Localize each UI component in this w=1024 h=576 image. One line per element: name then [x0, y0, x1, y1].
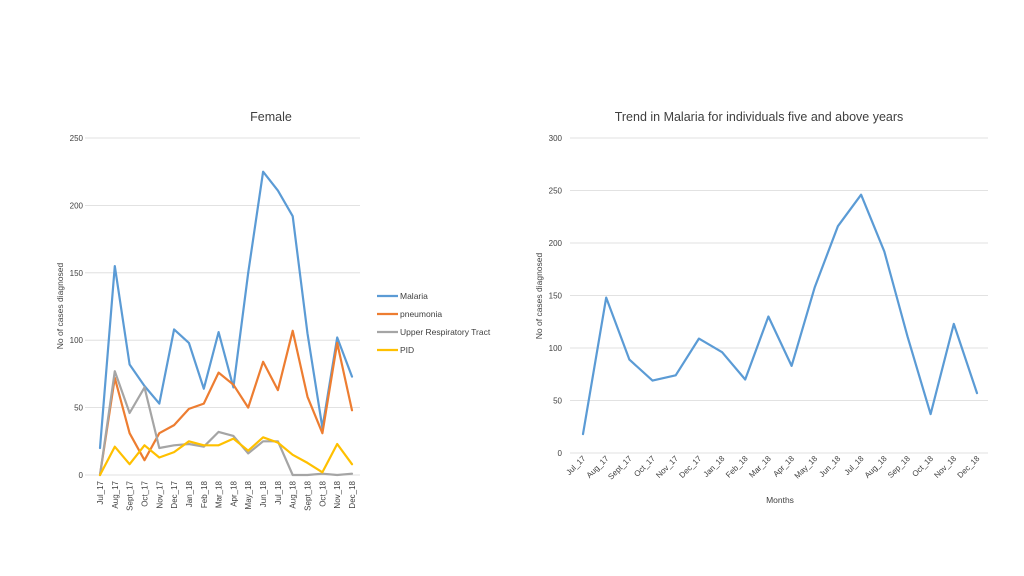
malaria-trend-y-tick-label: 300 [549, 134, 563, 143]
female-x-tick-label: Aug_17 [111, 480, 120, 508]
female-x-tick-label: Mar_18 [215, 480, 224, 508]
female-chart-series [98, 170, 354, 477]
malaria-trend-x-tick-label: Nov_18 [932, 454, 958, 480]
female-series-malaria-line [98, 170, 354, 450]
malaria-trend-chart-y-ticks: 0 50 100 150 200 250 300 [549, 134, 563, 458]
female-series-upper-respiratory-tract-line [98, 370, 354, 477]
female-y-tick-label: 0 [79, 471, 84, 480]
malaria-trend-y-tick-label: 200 [549, 239, 563, 248]
malaria-trend-x-tick-label: May_18 [793, 454, 820, 481]
female-x-tick-label: Jan_18 [185, 480, 194, 507]
female-y-tick-label: 50 [74, 404, 83, 413]
female-x-tick-label: Dec_17 [170, 480, 179, 508]
malaria-trend-x-tick-label: Dec_17 [677, 454, 703, 480]
legend-label-upper-respiratory-tract: Upper Respiratory Tract [400, 327, 491, 337]
malaria-trend-chart-series [581, 193, 979, 436]
malaria-trend-x-tick-label: Jun_18 [817, 454, 842, 479]
malaria-trend-y-tick-label: 100 [549, 344, 563, 353]
malaria-trend-x-tick-label: Aug_18 [863, 454, 889, 480]
female-x-tick-label: Jul_18 [274, 480, 283, 504]
female-chart-x-ticks: Jul_17 Aug_17 Sept_17 Oct_17 Nov_17 Dec_17 Jan… [96, 480, 357, 510]
female-x-tick-label: Jul_17 [96, 480, 105, 504]
malaria-trend-series-malaria-line [581, 193, 979, 436]
female-x-tick-label: Oct_18 [318, 480, 327, 506]
malaria-trend-y-tick-label: 0 [558, 449, 563, 458]
female-x-tick-label: Nov_18 [333, 480, 342, 508]
female-series-pid-line [98, 436, 354, 477]
female-x-tick-label: Apr_18 [229, 480, 238, 506]
female-series-pneumonia-line [98, 329, 354, 477]
malaria-trend-chart: Trend in Malaria for individuals five an… [534, 110, 988, 505]
malaria-trend-x-tick-label: Nov_17 [654, 454, 680, 480]
malaria-trend-y-tick-label: 150 [549, 292, 563, 301]
female-x-tick-label: May_18 [244, 480, 253, 509]
malaria-trend-x-tick-label: Dec_18 [956, 454, 982, 480]
malaria-trend-chart-x-axis-label: Months [766, 495, 794, 505]
female-x-tick-label: Sept_17 [126, 480, 135, 510]
female-x-tick-label: Dec_18 [348, 480, 357, 508]
malaria-trend-x-tick-label: Oct_17 [632, 454, 657, 479]
female-x-tick-label: Aug_18 [289, 480, 298, 508]
female-y-tick-label: 100 [70, 336, 84, 345]
malaria-trend-chart-x-ticks: Jul_17Aug_17Sept_17Oct_17Nov_17Dec_17Jan… [564, 454, 981, 482]
female-x-tick-label: Feb_18 [200, 480, 209, 508]
legend-label-pneumonia: pneumonia [400, 309, 442, 319]
malaria-trend-x-tick-label: Oct_18 [910, 454, 935, 479]
female-x-tick-label: Oct_17 [140, 480, 149, 506]
female-chart-legend: Malaria pneumonia Upper Respiratory Tract P… [377, 291, 491, 355]
female-x-tick-label: Nov_17 [155, 480, 164, 508]
female-chart-title: Female [250, 110, 292, 124]
female-chart: Female No of cases diagnosed 0 50 100 150 20… [55, 110, 491, 511]
malaria-trend-y-tick-label: 250 [549, 187, 563, 196]
female-x-tick-label: Sept_18 [304, 480, 313, 510]
female-chart-y-ticks: 0 50 100 150 200 250 [70, 134, 84, 480]
malaria-trend-x-tick-label: Mar_18 [747, 454, 773, 480]
female-y-tick-label: 200 [70, 201, 84, 210]
malaria-trend-chart-title: Trend in Malaria for individuals five an… [615, 110, 904, 124]
malaria-trend-x-tick-label: Sept_17 [606, 454, 634, 482]
malaria-trend-y-tick-label: 50 [553, 397, 562, 406]
malaria-trend-chart-gridlines [570, 137, 988, 454]
malaria-trend-x-tick-label: Sep_18 [886, 454, 912, 480]
malaria-trend-x-tick-label: Jan_18 [702, 454, 727, 479]
malaria-trend-chart-y-axis-label: No of cases diagnosed [534, 252, 544, 339]
female-x-tick-label: Jun_18 [259, 480, 268, 507]
malaria-trend-x-tick-label: Feb_18 [724, 454, 750, 480]
legend-label-pid: PID [400, 345, 414, 355]
legend-label-malaria: Malaria [400, 291, 428, 301]
female-chart-y-axis-label: No of cases diagnosed [55, 262, 65, 349]
female-y-tick-label: 250 [70, 134, 84, 143]
female-y-tick-label: 150 [70, 269, 84, 278]
